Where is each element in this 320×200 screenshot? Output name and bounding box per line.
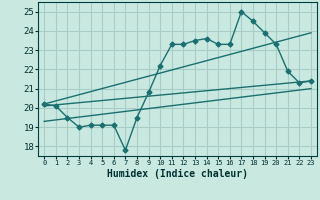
X-axis label: Humidex (Indice chaleur): Humidex (Indice chaleur): [107, 169, 248, 179]
